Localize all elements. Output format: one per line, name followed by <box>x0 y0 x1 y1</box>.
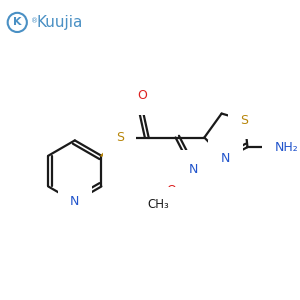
Text: N: N <box>70 195 80 208</box>
Text: K: K <box>13 17 22 27</box>
Text: NH₂: NH₂ <box>274 141 298 154</box>
Text: Kuujia: Kuujia <box>37 15 83 30</box>
Text: N: N <box>189 163 199 176</box>
Text: S: S <box>116 131 124 144</box>
Text: N: N <box>221 152 230 165</box>
Text: ®: ® <box>31 19 38 25</box>
Text: O: O <box>137 89 147 102</box>
Text: CH₃: CH₃ <box>147 198 169 212</box>
Text: S: S <box>241 114 249 127</box>
Text: O: O <box>166 184 176 197</box>
